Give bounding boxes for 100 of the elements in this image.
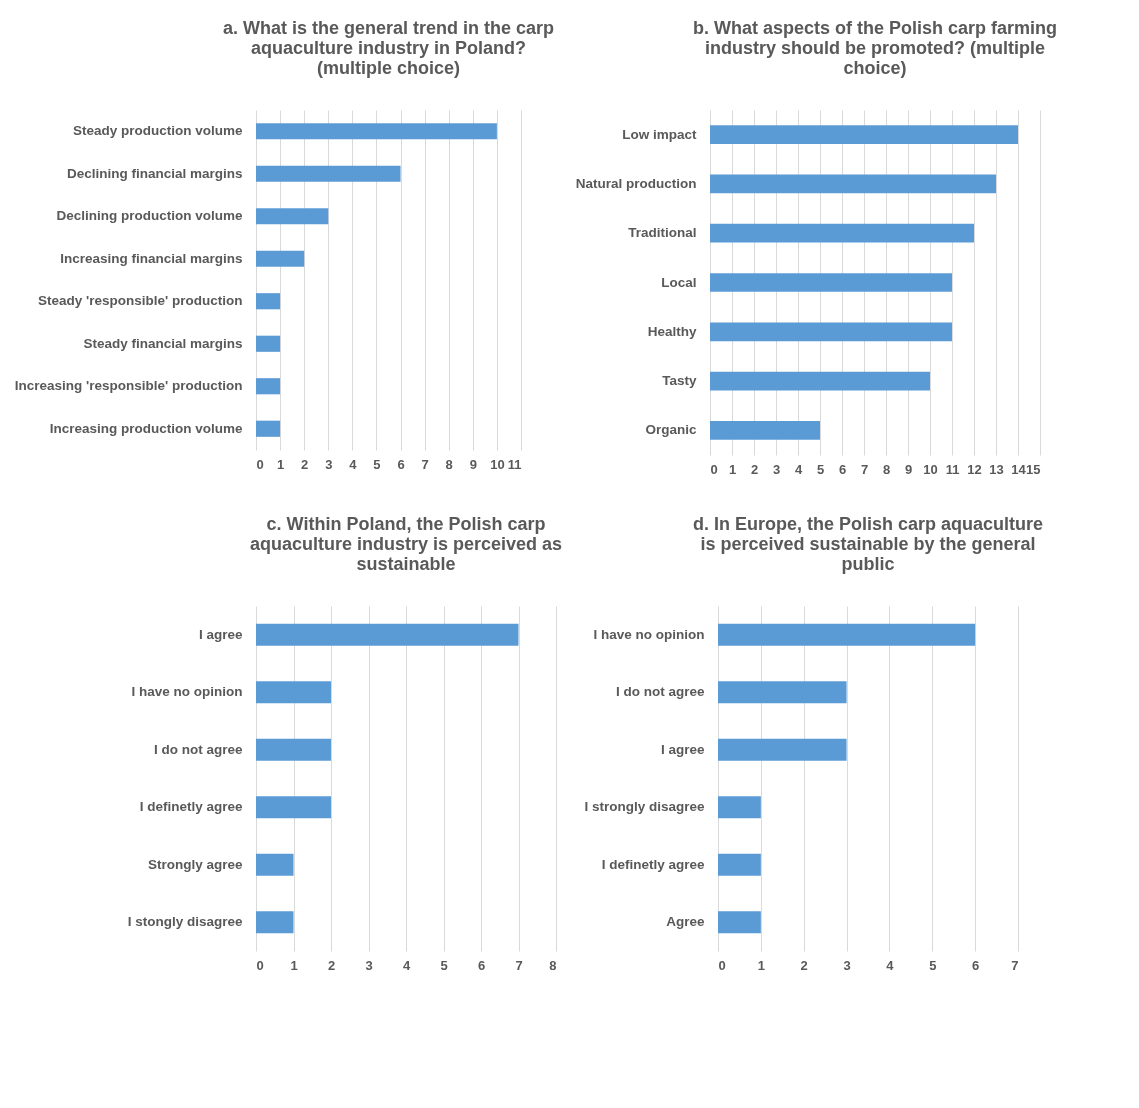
bar (256, 250, 305, 267)
x-tick-label: 0 (256, 957, 264, 973)
bar (710, 174, 996, 194)
y-tick-label: Declining production volume (56, 208, 243, 224)
x-tick-label: 1 (290, 957, 298, 973)
x-tick-label: 3 (772, 461, 781, 477)
y-tick-label: I do not agree (153, 741, 243, 757)
y-tick-label: Tasty (662, 373, 697, 389)
y-tick-label: I have no opinion (131, 684, 243, 700)
y-tick-label: I agree (660, 741, 705, 757)
x-tick-label: 5 (373, 456, 381, 472)
y-tick-label: Organic (645, 422, 697, 438)
y-tick-label: I definetly agree (601, 856, 705, 872)
x-tick-label: 5 (440, 957, 448, 973)
x-tick-label: 0 (718, 957, 726, 973)
x-tick-label: 10 (923, 461, 938, 477)
y-tick-label: Strongly agree (147, 856, 243, 872)
y-tick-label: Increasing production volume (49, 420, 243, 436)
x-tick-label: 13 (989, 461, 1004, 477)
bar (710, 223, 974, 243)
chart-title: b. What aspects of the Polish carp farming industry should be promoted? (multiple choice) (692, 18, 1058, 78)
bar (256, 738, 331, 761)
bar (710, 371, 930, 391)
bar (256, 165, 401, 182)
chart-title: d. In Europe, the Polish carp aquaculture is perceived sustainable by the general public (692, 514, 1044, 574)
y-tick-label: I stongly disagree (127, 914, 243, 930)
y-tick-label: I definetly agree (139, 799, 243, 815)
x-tick-label: 1 (276, 456, 285, 472)
x-tick-label: 0 (710, 461, 718, 477)
y-tick-label: Local (661, 274, 697, 290)
y-tick-label: Steady production volume (72, 123, 243, 139)
x-tick-label: 6 (972, 957, 980, 973)
x-tick-label: 1 (757, 957, 765, 973)
bar (256, 796, 331, 819)
x-tick-label: 8 (445, 456, 453, 472)
y-tick-label: Increasing financial margins (60, 250, 243, 266)
y-tick-label: Steady financial margins (83, 335, 243, 351)
bar (710, 125, 1018, 145)
x-tick-label: 7 (1011, 957, 1019, 973)
x-tick-label: 11 (945, 461, 960, 477)
y-tick-label: I do not agree (615, 684, 705, 700)
x-tick-label: 2 (800, 957, 808, 973)
bar (718, 796, 761, 819)
bar (256, 681, 331, 704)
bar (718, 623, 976, 646)
bar (718, 738, 847, 761)
x-tick-label: 15 (1026, 461, 1041, 477)
bar (256, 293, 281, 310)
x-tick-label: 14 (1011, 461, 1027, 477)
x-tick-label: 2 (327, 957, 336, 973)
bar (718, 681, 847, 704)
bar (256, 378, 281, 395)
y-tick-label: Healthy (647, 323, 697, 339)
y-tick-label: Natural production (575, 175, 697, 191)
y-tick-label: Traditional (628, 225, 697, 241)
y-tick-label: I have no opinion (593, 626, 705, 642)
bar (256, 335, 281, 352)
y-tick-label: Low impact (622, 126, 697, 142)
x-tick-label: 4 (349, 456, 358, 472)
y-tick-label: Agree (666, 914, 705, 930)
x-tick-label: 12 (967, 461, 982, 477)
x-tick-label: 2 (750, 461, 759, 477)
x-tick-label: 9 (469, 456, 477, 472)
y-tick-label: Declining financial margins (66, 165, 243, 181)
x-tick-label: 0 (256, 456, 264, 472)
bar (710, 420, 820, 440)
x-tick-label: 3 (843, 957, 851, 973)
x-tick-label: 6 (838, 461, 847, 477)
bar (718, 911, 761, 934)
x-tick-label: 6 (477, 957, 486, 973)
x-tick-label: 7 (860, 461, 869, 477)
x-tick-label: 3 (365, 957, 373, 973)
x-tick-label: 8 (882, 461, 891, 477)
chart-title: c. Within Poland, the Polish carp aquaculture industry is perceived as sustainable (249, 514, 563, 574)
chart-title: a. What is the general trend in the carp aquaculture industry in Poland? (multiple choice) (222, 18, 555, 78)
x-tick-label: 7 (421, 456, 429, 472)
x-tick-label: 5 (816, 461, 825, 477)
bar (256, 911, 294, 934)
bar (710, 322, 952, 342)
y-tick-label: Increasing 'responsible' production (14, 378, 243, 394)
bar (710, 273, 952, 292)
x-tick-label: 1 (728, 461, 737, 477)
x-tick-label: 5 (929, 957, 937, 973)
x-tick-label: 7 (515, 957, 523, 973)
bar (256, 623, 519, 646)
x-tick-label: 4 (402, 957, 411, 973)
bar (256, 208, 329, 225)
x-tick-label: 10 (490, 456, 505, 472)
x-tick-label: 8 (549, 957, 557, 973)
bar (256, 420, 281, 437)
x-tick-label: 4 (794, 461, 803, 477)
x-tick-label: 6 (397, 456, 405, 472)
x-tick-label: 11 (507, 456, 522, 472)
y-tick-label: I strongly disagree (584, 799, 705, 815)
x-tick-label: 2 (301, 456, 309, 472)
bar (718, 853, 761, 876)
bar (256, 853, 294, 876)
x-tick-label: 9 (904, 461, 913, 477)
y-tick-label: Steady 'responsible' production (38, 293, 243, 309)
x-tick-label: 4 (886, 957, 895, 973)
